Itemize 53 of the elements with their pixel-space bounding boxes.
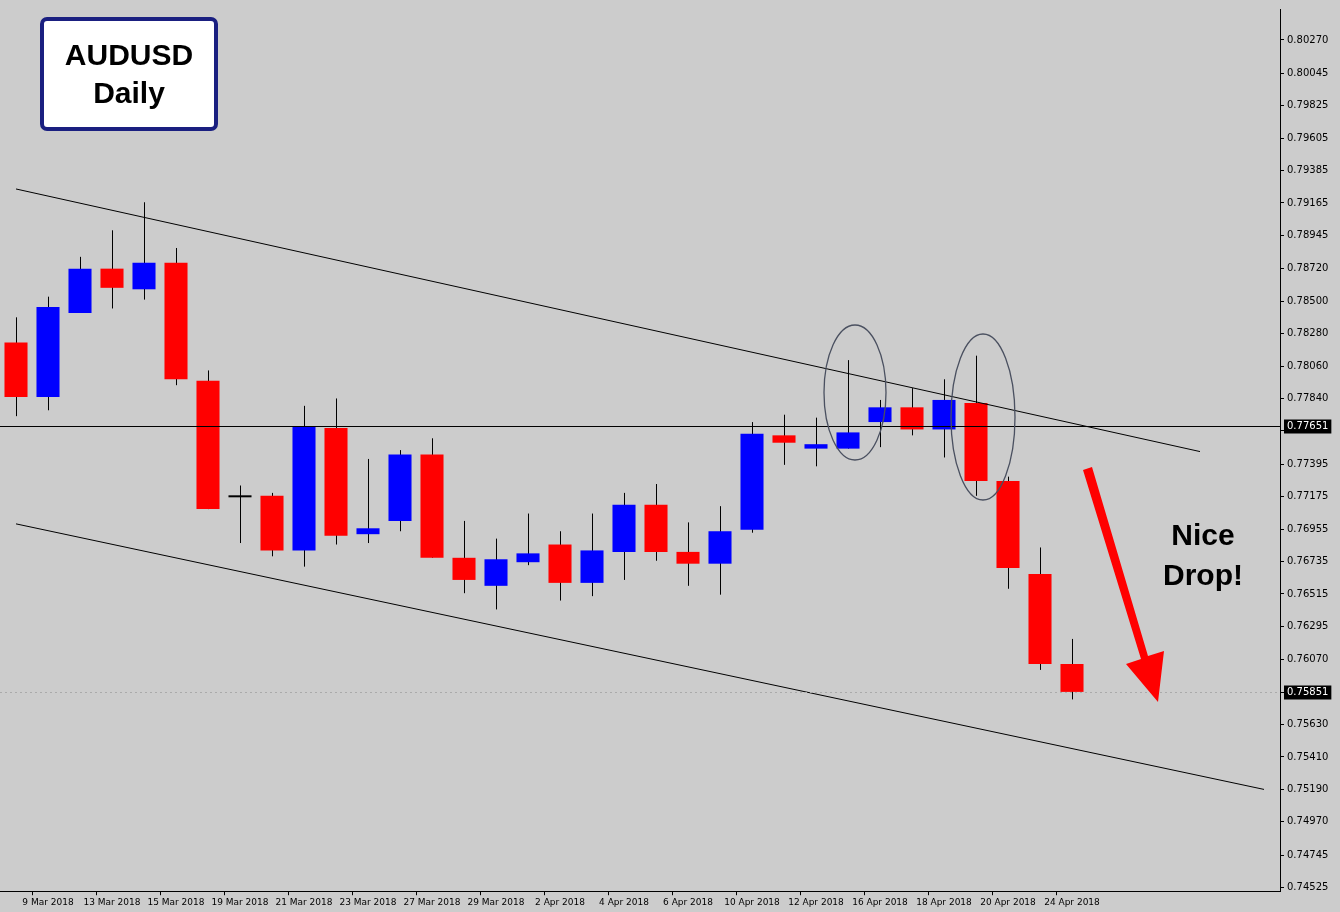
y-tick-label: 0.74745 xyxy=(1287,848,1329,860)
x-tick-label: 23 Mar 2018 xyxy=(339,896,397,907)
x-tick-label: 13 Mar 2018 xyxy=(83,896,141,907)
y-tick-label: 0.80270 xyxy=(1287,33,1329,45)
x-tick-label: 29 Mar 2018 xyxy=(467,896,525,907)
x-tick-label: 10 Apr 2018 xyxy=(724,896,781,907)
y-tick-label: 0.78945 xyxy=(1287,229,1329,241)
y-tick-label: 0.78720 xyxy=(1287,262,1329,274)
y-tick-label: 0.75630 xyxy=(1287,718,1329,730)
x-tick-label: 2 Apr 2018 xyxy=(535,896,586,907)
y-tick-label: 0.76515 xyxy=(1287,587,1329,599)
x-tick-label: 21 Mar 2018 xyxy=(275,896,333,907)
x-tick-label: 6 Apr 2018 xyxy=(663,896,714,907)
candlestick xyxy=(356,458,380,544)
ref-line-label: 0.77651 xyxy=(1287,420,1329,432)
y-tick-label: 0.78060 xyxy=(1287,359,1329,371)
x-tick-label: 16 Apr 2018 xyxy=(852,896,909,907)
candlestick xyxy=(516,513,540,566)
y-tick-label: 0.79165 xyxy=(1287,196,1329,208)
ref-line-label: 0.75851 xyxy=(1287,686,1329,698)
y-tick-label: 0.74970 xyxy=(1287,815,1329,827)
candlestick xyxy=(452,520,476,594)
x-tick-label: 9 Mar 2018 xyxy=(22,896,74,907)
y-tick-label: 0.75190 xyxy=(1287,783,1329,794)
x-tick-label: 4 Apr 2018 xyxy=(599,896,650,907)
y-tick-label: 0.78500 xyxy=(1287,294,1329,306)
text: Daily xyxy=(93,75,165,111)
y-tick-label: 0.77175 xyxy=(1287,490,1329,502)
y-tick-label: 0.76070 xyxy=(1287,653,1329,665)
y-tick-label: 0.79825 xyxy=(1287,99,1329,111)
y-tick-label: 0.80045 xyxy=(1287,66,1329,78)
y-tick-label: 0.75410 xyxy=(1287,750,1329,762)
x-tick-label: 15 Mar 2018 xyxy=(147,896,205,907)
x-tick-label: 24 Apr 2018 xyxy=(1044,896,1101,907)
y-tick-label: 0.77840 xyxy=(1287,392,1329,404)
x-tick-label: 12 Apr 2018 xyxy=(788,896,845,907)
x-tick-label: 20 Apr 2018 xyxy=(980,896,1037,907)
x-tick-label: 27 Mar 2018 xyxy=(403,896,461,907)
x-tick-label: 18 Apr 2018 xyxy=(916,896,973,907)
y-tick-label: 0.79605 xyxy=(1287,131,1329,143)
x-tick-label: 19 Mar 2018 xyxy=(211,896,269,907)
candlestick xyxy=(100,229,124,309)
y-tick-label: 0.76955 xyxy=(1287,522,1329,534)
y-tick-label: 0.76735 xyxy=(1287,555,1329,567)
y-tick-label: 0.77395 xyxy=(1287,457,1329,469)
y-tick-label: 0.74525 xyxy=(1287,881,1329,893)
annotation: Nice Drop! xyxy=(1162,517,1244,593)
candlestick xyxy=(228,485,252,544)
y-tick-label: 0.78280 xyxy=(1287,327,1329,339)
y-tick-label: 0.79385 xyxy=(1287,164,1329,176)
text: AUDUSD xyxy=(64,37,194,73)
y-tick-label: 0.76295 xyxy=(1287,619,1329,631)
candlestick xyxy=(676,521,700,587)
